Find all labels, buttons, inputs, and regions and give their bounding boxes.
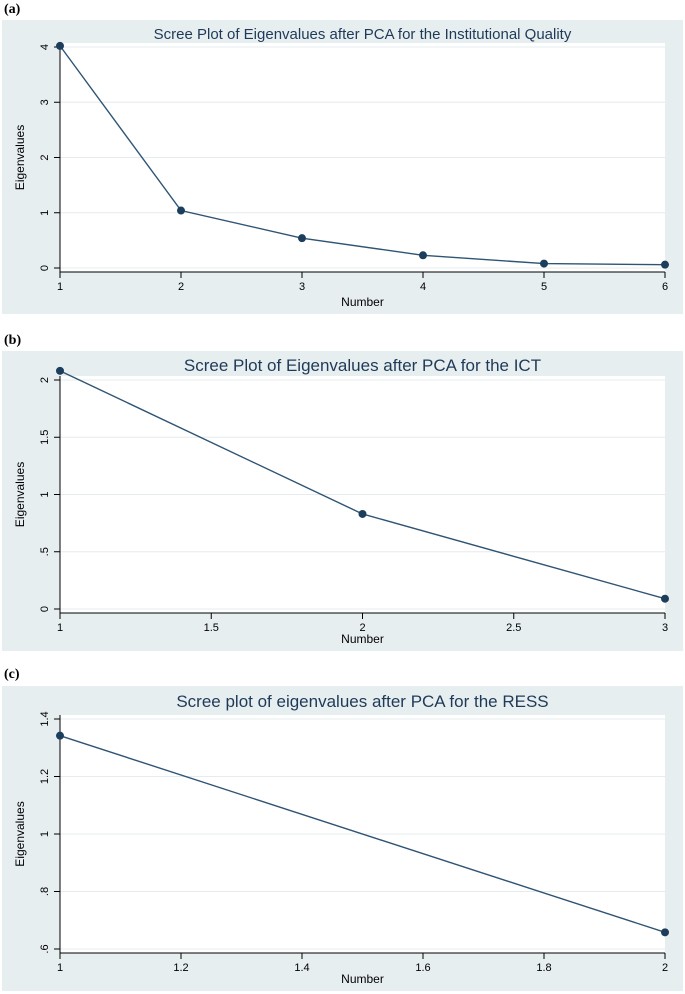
chart-b-data-point [661, 594, 669, 603]
chart-c: .6 .8 1 1.2 1.4 1 1.2 1.4 1.6 1.8 2 Scree plot of e… [2, 686, 683, 991]
chart-b-x-tick-label: 3 [662, 622, 668, 634]
chart-b-y-tick-label: 2 [39, 377, 51, 383]
chart-b-y-tick-label: 1 [39, 491, 51, 497]
chart-a-series-line [59, 45, 666, 266]
chart-c-data-point [56, 731, 64, 740]
panel-b-label: (b) [4, 333, 22, 348]
chart-a-y-tick-label: 1 [39, 210, 51, 216]
chart-a-data-point [177, 206, 185, 215]
chart-b-x-tick-label: 2.5 [506, 622, 521, 634]
chart-a-y-tick-label: 2 [39, 154, 51, 160]
chart-a-y-tick-label: 4 [39, 44, 51, 50]
chart-b-title: Scree Plot of Eigenvalues after PCA for … [184, 356, 541, 375]
chart-a-data-point [661, 260, 669, 269]
chart-b-x-tick-label: 1 [57, 622, 63, 634]
chart-c-x-tick-label: 1.6 [415, 962, 430, 974]
chart-b-y-tick-label: .5 [39, 547, 51, 556]
chart-a-y-tick-label: 3 [39, 99, 51, 105]
chart-c-x-tick-label: 1 [57, 962, 63, 974]
panel-c-label: (c) [4, 667, 20, 682]
chart-b-x-axis-label: Number [341, 632, 384, 646]
chart-a-x-tick-label: 2 [178, 281, 184, 293]
chart-a-x-axis-label: Number [341, 295, 384, 309]
chart-a-data-point [298, 234, 306, 243]
chart-a-x-tick-label: 3 [299, 281, 305, 293]
chart-a-x-tick-label: 6 [662, 281, 668, 293]
chart-a-data-point [56, 41, 64, 50]
chart-a-data-point [419, 251, 427, 260]
chart-b-y-tick-label: 0 [39, 606, 51, 612]
chart-a-title: Scree Plot of Eigenvalues after PCA for … [154, 26, 572, 43]
chart-a: 0 1 2 3 4 1 2 3 4 5 6 Scree Plot of Eigenvalues aft… [2, 20, 683, 314]
chart-a-y-axis-label: Eigenvalues [13, 125, 27, 190]
chart-a-data-point [540, 259, 548, 268]
chart-c-x-tick-label: 1.4 [294, 962, 309, 974]
chart-b-y-tick-label: 1.5 [39, 430, 51, 445]
chart-a-x-tick-label: 5 [541, 281, 547, 293]
chart-a-frame: 0 1 2 3 4 1 2 3 4 5 6 Scree Plot of Eigenvalues aft… [2, 20, 683, 314]
chart-c-y-tick-label: 1 [39, 831, 51, 837]
chart-c-title: Scree plot of eigenvalues after PCA for … [176, 692, 548, 711]
chart-b-data-point [56, 366, 64, 375]
chart-b-y-axis-label: Eigenvalues [13, 462, 27, 527]
chart-c-x-axis-label: Number [341, 972, 384, 986]
chart-c-x-tick-label: 1.2 [173, 962, 188, 974]
chart-a-x-tick-label: 1 [57, 281, 63, 293]
chart-c-data-point [661, 928, 669, 937]
chart-b-frame: 0 .5 1 1.5 2 1 1.5 2 2.5 3 Scree Plot of Eigenvalu… [2, 351, 683, 651]
chart-b-x-tick-label: 2 [359, 622, 365, 634]
chart-b-x-tick-label: 1.5 [204, 622, 219, 634]
chart-c-x-tick-label: 1.8 [536, 962, 551, 974]
chart-c-y-tick-label: 1.4 [39, 711, 51, 726]
chart-b: 0 .5 1 1.5 2 1 1.5 2 2.5 3 Scree Plot of Eigenvalu… [2, 351, 683, 651]
panel-a-label: (a) [4, 2, 21, 17]
chart-c-y-tick-label: .8 [39, 887, 51, 896]
chart-c-y-tick-label: 1.2 [39, 769, 51, 784]
chart-c-y-tick-label: .6 [39, 944, 51, 953]
chart-c-frame: .6 .8 1 1.2 1.4 1 1.2 1.4 1.6 1.8 2 Scree plot of e… [2, 686, 683, 991]
chart-b-data-point [358, 509, 367, 518]
chart-c-series-line [59, 735, 666, 933]
chart-a-y-tick-label: 0 [39, 265, 51, 271]
chart-c-y-axis-label: Eigenvalues [13, 801, 27, 866]
chart-a-x-tick-label: 4 [420, 281, 426, 293]
chart-c-x-tick-label: 2 [662, 962, 668, 974]
